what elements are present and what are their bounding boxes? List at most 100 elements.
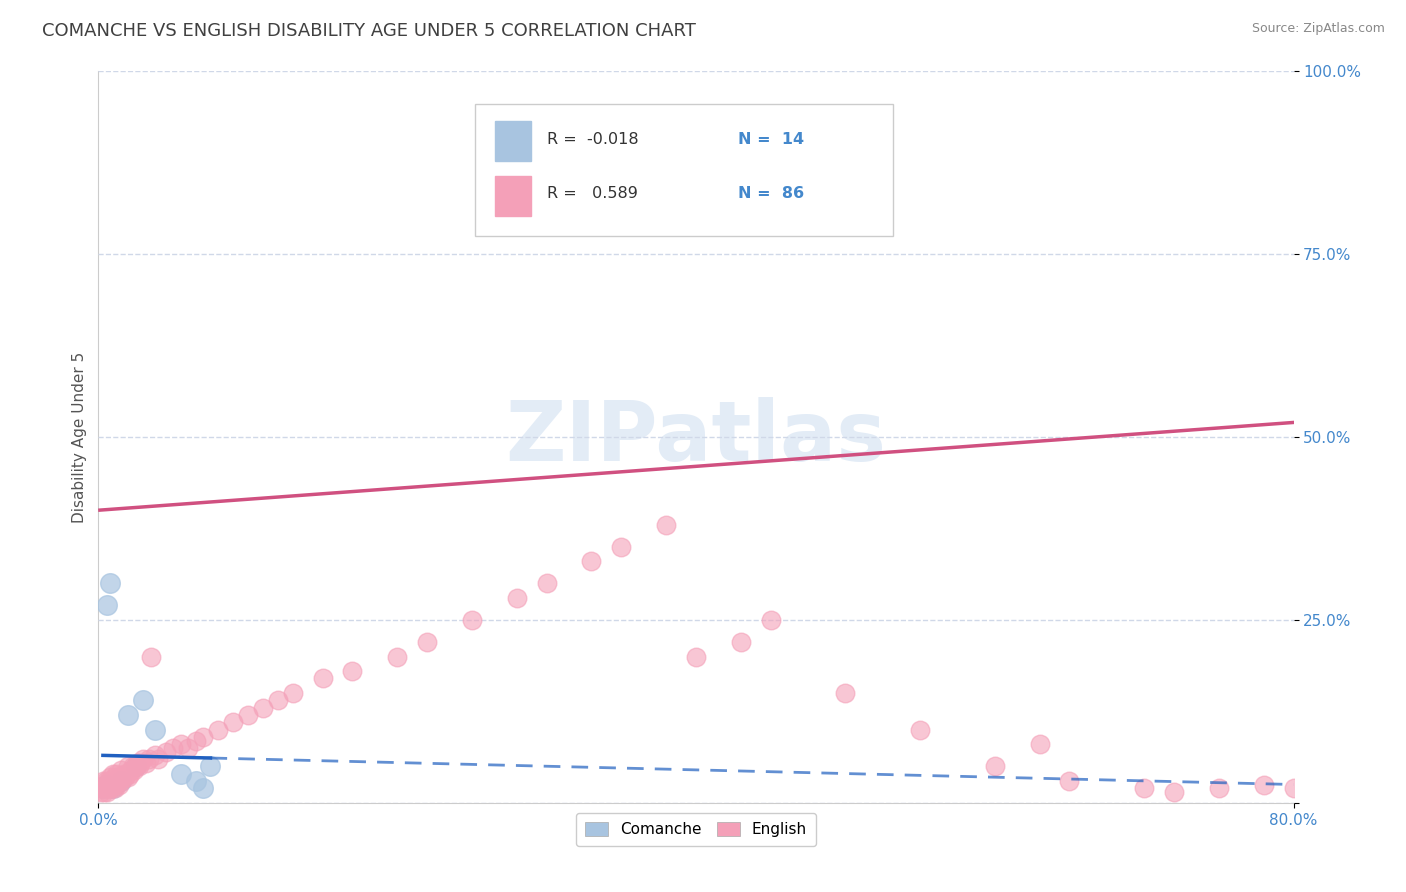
Point — [114, 770, 136, 784]
Point — [162, 740, 184, 755]
Point — [138, 752, 160, 766]
Point — [908, 723, 931, 737]
Point — [148, 752, 170, 766]
Point — [655, 517, 678, 532]
Point — [110, 763, 132, 777]
Point — [1327, 785, 1350, 799]
Point — [730, 635, 752, 649]
Point — [191, 730, 214, 744]
Text: R =   0.589: R = 0.589 — [547, 186, 637, 202]
Text: N =  14: N = 14 — [738, 132, 804, 146]
FancyBboxPatch shape — [475, 104, 893, 235]
Point — [200, 759, 222, 773]
Point — [416, 635, 439, 649]
Point — [91, 781, 114, 796]
Point — [984, 759, 1007, 773]
Point — [834, 686, 856, 700]
Point — [536, 576, 558, 591]
Point — [128, 759, 150, 773]
Point — [135, 756, 157, 770]
Point — [96, 778, 118, 792]
Point — [1059, 773, 1081, 788]
Point — [184, 733, 207, 747]
Point — [1163, 785, 1185, 799]
Point — [169, 737, 191, 751]
Point — [97, 773, 120, 788]
Point — [267, 693, 290, 707]
Point — [143, 748, 166, 763]
Point — [1208, 781, 1230, 796]
Point — [506, 591, 529, 605]
Point — [1357, 781, 1379, 796]
Point — [117, 759, 139, 773]
Point — [104, 781, 127, 796]
Legend: Comanche, English: Comanche, English — [575, 813, 817, 847]
Point — [177, 740, 200, 755]
Point — [132, 752, 155, 766]
Point — [94, 781, 117, 796]
Point — [1028, 737, 1050, 751]
Point — [207, 723, 229, 737]
Point — [110, 773, 132, 788]
Point — [101, 773, 124, 788]
Point — [120, 763, 142, 777]
Point — [90, 785, 112, 799]
Point — [124, 763, 146, 777]
Point — [281, 686, 304, 700]
Point — [96, 785, 118, 799]
Point — [94, 778, 117, 792]
Point — [125, 759, 148, 773]
Point — [98, 770, 122, 784]
Y-axis label: Disability Age Under 5: Disability Age Under 5 — [72, 351, 87, 523]
Point — [108, 778, 131, 792]
FancyBboxPatch shape — [495, 176, 531, 216]
Point — [685, 649, 707, 664]
Point — [103, 781, 125, 796]
Point — [118, 766, 141, 780]
Point — [311, 672, 333, 686]
Point — [94, 773, 117, 788]
Point — [111, 770, 134, 784]
Point — [117, 708, 139, 723]
Point — [103, 766, 125, 780]
Point — [91, 773, 114, 788]
Point — [191, 781, 214, 796]
Point — [155, 745, 177, 759]
Point — [610, 540, 633, 554]
Point — [93, 785, 115, 799]
FancyBboxPatch shape — [495, 120, 531, 161]
Text: COMANCHE VS ENGLISH DISABILITY AGE UNDER 5 CORRELATION CHART: COMANCHE VS ENGLISH DISABILITY AGE UNDER… — [42, 22, 696, 40]
Point — [121, 759, 143, 773]
Point — [98, 781, 122, 796]
Point — [184, 773, 207, 788]
Point — [97, 781, 120, 796]
Point — [115, 766, 138, 780]
Point — [112, 766, 135, 780]
Text: Source: ZipAtlas.com: Source: ZipAtlas.com — [1251, 22, 1385, 36]
Point — [91, 781, 114, 796]
Point — [759, 613, 782, 627]
Point — [93, 778, 115, 792]
Point — [385, 649, 409, 664]
Point — [98, 576, 122, 591]
Point — [105, 766, 128, 780]
Point — [1402, 785, 1406, 799]
Point — [96, 599, 118, 613]
Point — [103, 778, 125, 792]
Point — [169, 766, 191, 780]
Point — [1253, 778, 1275, 792]
Point — [252, 700, 274, 714]
Point — [143, 723, 166, 737]
Point — [107, 773, 129, 788]
Point — [236, 708, 259, 723]
Text: R =  -0.018: R = -0.018 — [547, 132, 638, 146]
Point — [117, 770, 139, 784]
Point — [129, 756, 152, 770]
Point — [581, 554, 603, 568]
Point — [222, 715, 245, 730]
Point — [127, 756, 149, 770]
Point — [132, 693, 155, 707]
Point — [1133, 781, 1156, 796]
Point — [89, 781, 111, 796]
Point — [101, 781, 124, 796]
